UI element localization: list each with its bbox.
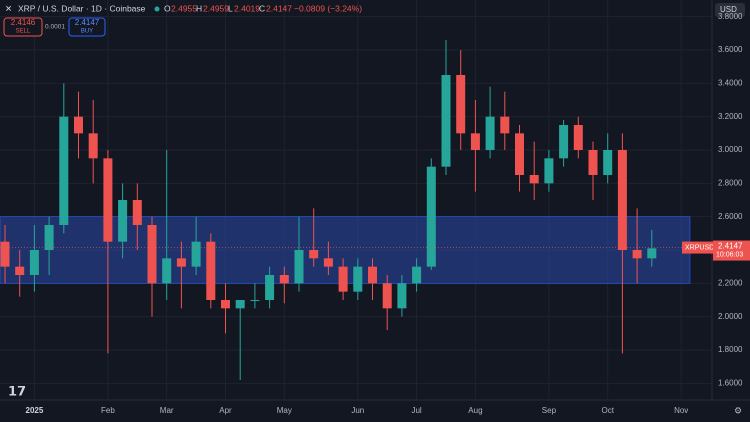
c-label: C bbox=[259, 3, 265, 13]
candle-body bbox=[118, 200, 128, 242]
sell-button[interactable] bbox=[3, 17, 43, 37]
x-tick-label: Feb bbox=[101, 406, 115, 415]
candle-body bbox=[323, 258, 333, 267]
candle-body bbox=[470, 133, 480, 150]
x-tick-label: May bbox=[277, 406, 292, 415]
candle-body bbox=[191, 241, 201, 267]
candle-body bbox=[235, 300, 245, 309]
candle-body bbox=[529, 175, 539, 184]
close-icon[interactable]: ✕ bbox=[5, 3, 12, 13]
symbol: XRP / U.S. Dollar · 1D · Coinbase bbox=[18, 3, 146, 13]
candle-body bbox=[338, 266, 348, 292]
x-tick-label: Nov bbox=[674, 406, 688, 415]
candle-body bbox=[397, 283, 407, 309]
candle-body bbox=[221, 300, 230, 309]
y-tick-label: 2.0000 bbox=[718, 312, 743, 321]
candle-body bbox=[162, 258, 172, 284]
header: ✕ XRP / U.S. Dollar · 1D · Coinbase O 2.… bbox=[3, 3, 362, 37]
candle-body bbox=[544, 158, 554, 184]
candle-body bbox=[250, 300, 260, 301]
x-tick-label: Jun bbox=[351, 406, 364, 415]
candle-body bbox=[44, 225, 54, 250]
sell-label: SELL bbox=[16, 29, 31, 35]
h-value: 2.4959 bbox=[203, 3, 229, 13]
logo: 𝟭𝟳 bbox=[8, 383, 26, 398]
buy-label: BUY bbox=[81, 29, 93, 35]
price-tag-box bbox=[713, 240, 750, 261]
status-dot bbox=[154, 6, 160, 12]
y-tick-label: 1.6000 bbox=[718, 378, 743, 387]
x-tick-label: Oct bbox=[601, 406, 614, 415]
change: −0.0809 (−3.24%) bbox=[294, 3, 362, 13]
candle-body bbox=[88, 133, 98, 159]
candle-body bbox=[265, 275, 275, 300]
candle-body bbox=[441, 75, 451, 167]
buy-price: 2.4147 bbox=[75, 18, 100, 27]
candle-body bbox=[353, 266, 363, 292]
y-tick-label: 3.2000 bbox=[718, 112, 743, 121]
candle-body bbox=[368, 266, 377, 284]
price-tag-timer: 10:06:03 bbox=[716, 251, 743, 258]
candle-body bbox=[588, 150, 598, 175]
x-tick-label: 2025 bbox=[26, 406, 44, 415]
candle-body bbox=[132, 200, 142, 225]
y-tick-label: 3.4000 bbox=[718, 78, 743, 87]
sell-price: 2.4146 bbox=[11, 18, 36, 27]
x-tick-label: Aug bbox=[468, 406, 482, 415]
y-tick-label: 2.2000 bbox=[718, 278, 743, 287]
candle-body bbox=[59, 116, 69, 225]
plot bbox=[0, 40, 712, 380]
candle-body bbox=[647, 248, 657, 259]
y-tick-label: 2.6000 bbox=[718, 212, 743, 221]
candle-body bbox=[294, 250, 304, 284]
y-tick-label: 3.8000 bbox=[718, 12, 743, 21]
price-tag-symbol: XRPUSD bbox=[685, 244, 714, 251]
c-value: 2.4147 bbox=[266, 3, 292, 13]
l-label: L bbox=[228, 3, 233, 13]
x-tick-label: Apr bbox=[219, 406, 232, 415]
buy-button[interactable] bbox=[68, 17, 106, 37]
o-value: 2.4955 bbox=[171, 3, 197, 13]
candle-body bbox=[279, 275, 289, 284]
y-tick-label: 1.8000 bbox=[718, 345, 743, 354]
spread: 0.0001 bbox=[45, 24, 65, 31]
candle-body bbox=[456, 75, 466, 134]
y-tick-label: 2.8000 bbox=[718, 178, 743, 187]
candle-body bbox=[382, 283, 392, 309]
l-value: 2.4019 bbox=[234, 3, 260, 13]
candle-body bbox=[632, 250, 642, 259]
candle-body bbox=[176, 258, 186, 267]
candle-body bbox=[559, 125, 569, 159]
x-tick-label: Mar bbox=[160, 406, 174, 415]
candle-body bbox=[573, 125, 583, 150]
y-tick-label: 3.0000 bbox=[718, 145, 743, 154]
candle-body bbox=[147, 225, 157, 284]
candle-body bbox=[15, 266, 25, 275]
candle-body bbox=[74, 116, 83, 134]
candle-body bbox=[309, 250, 319, 259]
price-tag-symbol-box bbox=[682, 241, 714, 254]
candle-body bbox=[29, 250, 39, 275]
candle-body bbox=[515, 133, 524, 175]
candle-body bbox=[412, 266, 422, 284]
candle-body bbox=[103, 158, 113, 242]
h-label: H bbox=[196, 3, 202, 13]
settings-icon[interactable]: ⚙ bbox=[734, 405, 742, 415]
o-label: O bbox=[164, 3, 171, 13]
currency-button[interactable] bbox=[715, 3, 745, 17]
y-tick-label: 3.6000 bbox=[718, 45, 743, 54]
candle-body bbox=[485, 116, 495, 150]
candle-body bbox=[617, 150, 627, 250]
currency: USD bbox=[720, 5, 737, 14]
candle-body bbox=[0, 241, 10, 267]
candle-body bbox=[603, 150, 613, 175]
x-tick-label: Sep bbox=[542, 406, 557, 415]
price-tag-price: 2.4147 bbox=[718, 242, 743, 251]
candle-body bbox=[426, 166, 436, 267]
x-tick-label: Jul bbox=[411, 406, 421, 415]
candle-body bbox=[206, 241, 216, 300]
candle-body bbox=[500, 116, 510, 134]
